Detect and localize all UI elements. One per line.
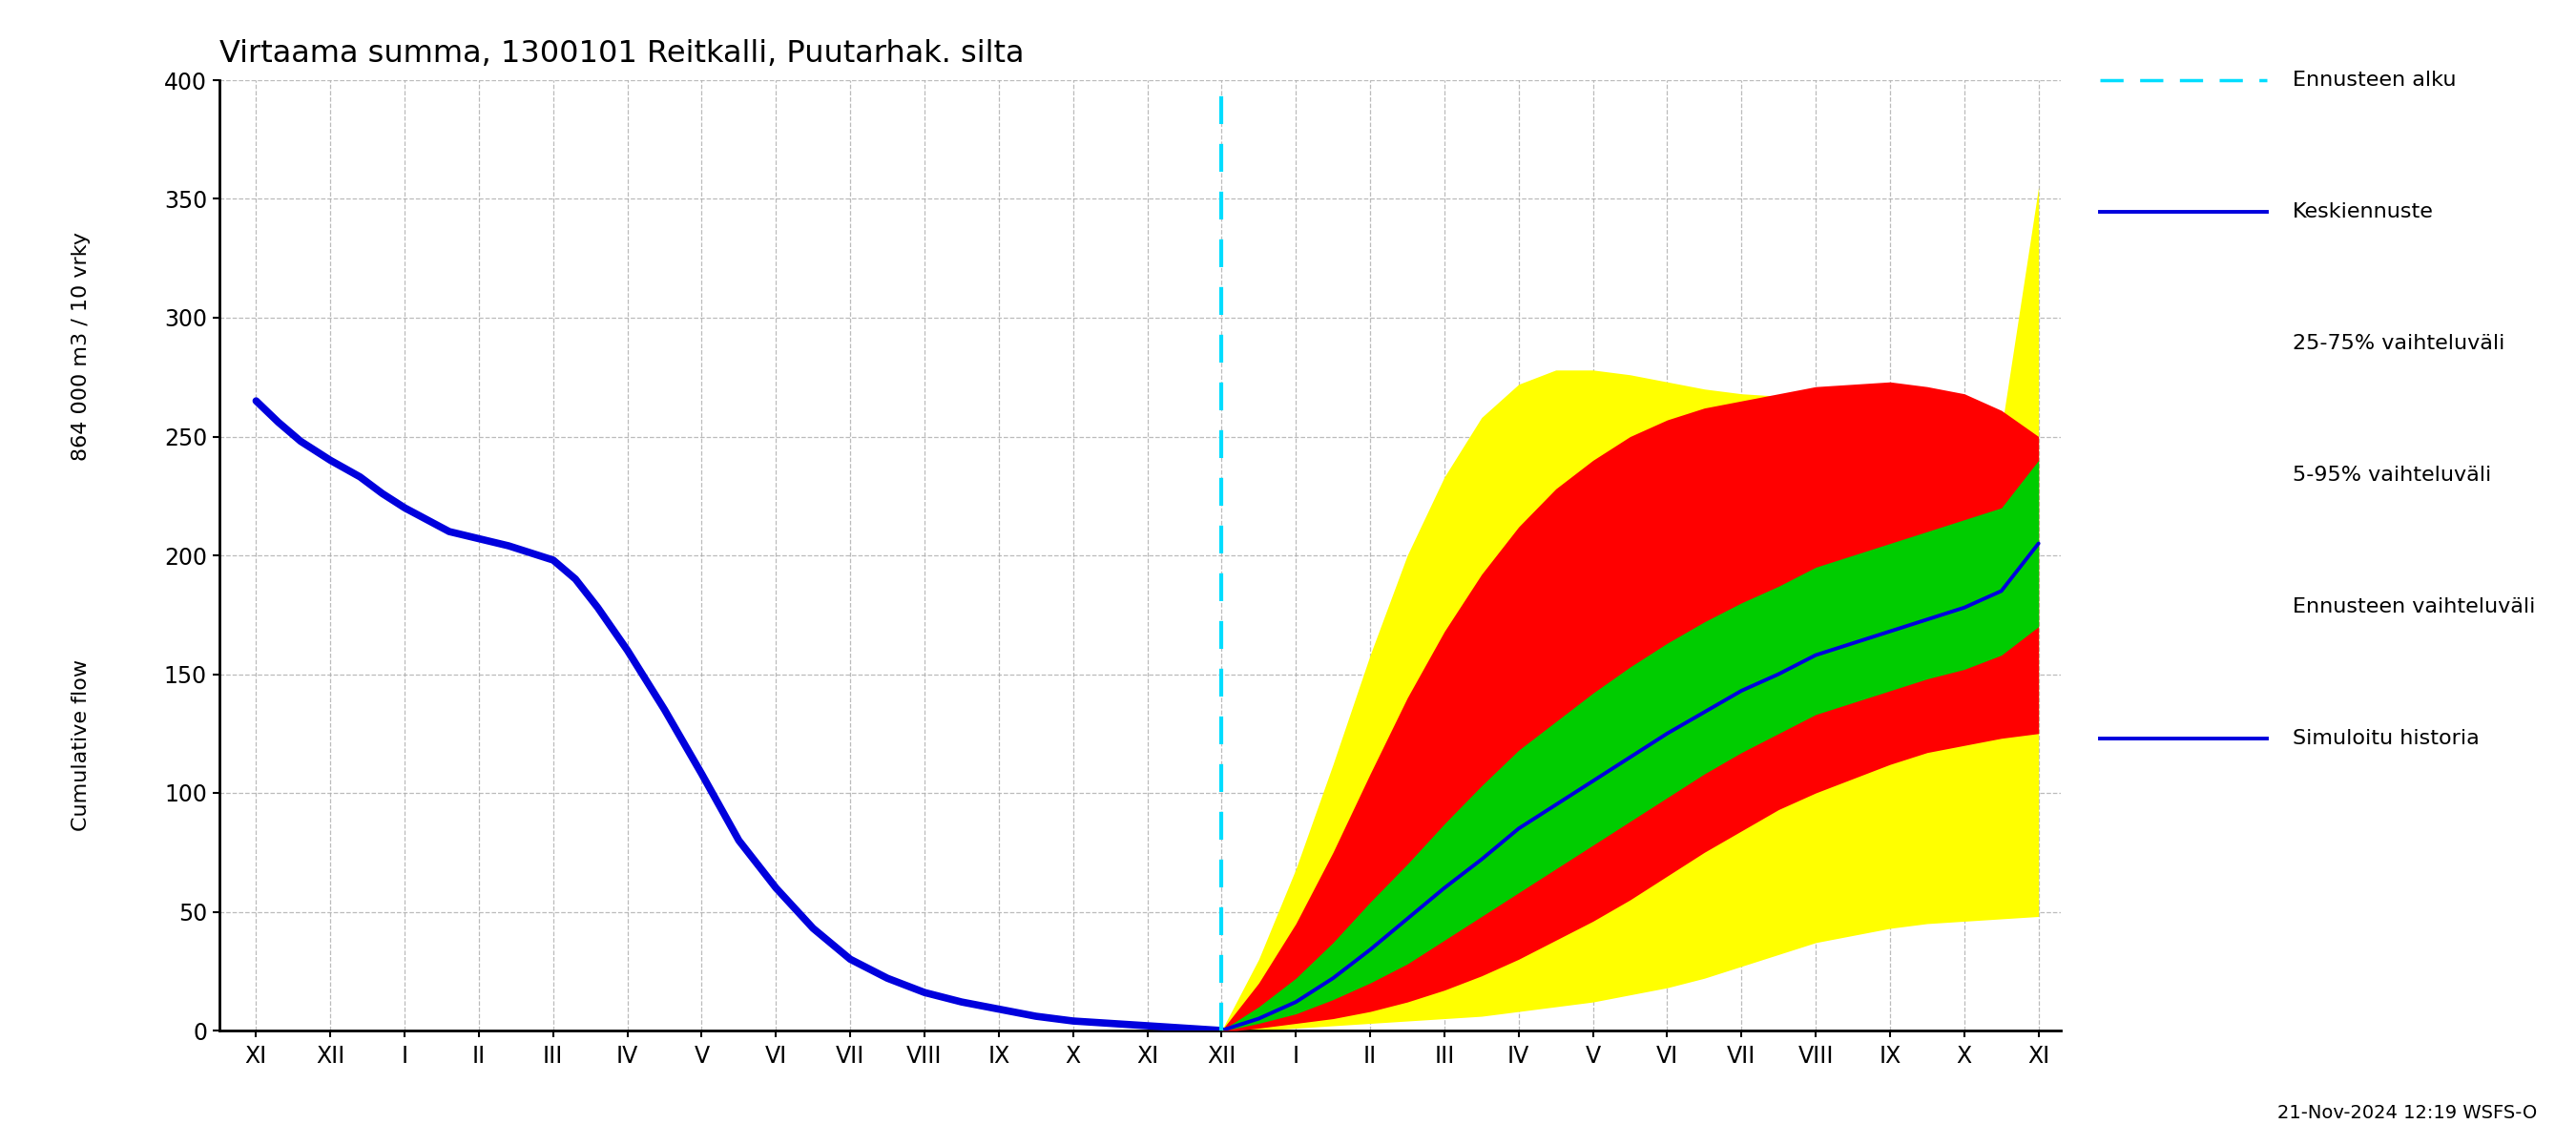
- Text: 864 000 m3 / 10 vrky: 864 000 m3 / 10 vrky: [72, 231, 90, 460]
- Text: Cumulative flow: Cumulative flow: [72, 660, 90, 831]
- Text: 21-Nov-2024 12:19 WSFS-O: 21-Nov-2024 12:19 WSFS-O: [2277, 1104, 2537, 1122]
- Text: 25-75% vaihteluväli: 25-75% vaihteluväli: [2293, 334, 2504, 353]
- Text: 5-95% vaihteluväli: 5-95% vaihteluväli: [2293, 466, 2491, 484]
- Text: Virtaama summa, 1300101 Reitkalli, Puutarhak. silta: Virtaama summa, 1300101 Reitkalli, Puuta…: [219, 39, 1023, 69]
- Text: Ennusteen alku: Ennusteen alku: [2293, 71, 2458, 89]
- Text: Ennusteen vaihteluväli: Ennusteen vaihteluväli: [2293, 598, 2535, 616]
- Text: Keskiennuste: Keskiennuste: [2293, 203, 2434, 221]
- Text: Simuloitu historia: Simuloitu historia: [2293, 729, 2478, 748]
